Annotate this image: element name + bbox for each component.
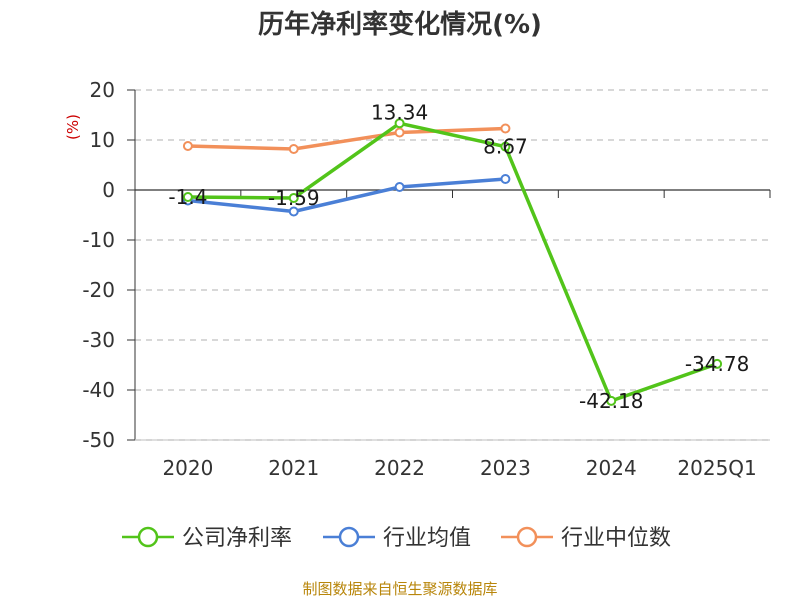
data-label: 8.67 (483, 135, 528, 159)
chart-title: 历年净利率变化情况(%) (258, 10, 542, 40)
data-point (182, 141, 193, 151)
y-tick-label: 20 (90, 78, 115, 102)
series-line (187, 126, 506, 151)
x-tick-label: 2023 (480, 456, 531, 480)
x-tick-label: 2024 (586, 456, 637, 480)
data-point (500, 123, 511, 134)
y-tick-label: -10 (82, 228, 115, 252)
data-point (500, 141, 511, 152)
y-tick-label: -30 (82, 328, 115, 352)
data-point (394, 127, 405, 138)
grid-lines (135, 89, 770, 441)
x-tick-label: 2021 (268, 456, 319, 480)
data-point (288, 192, 299, 203)
data-point (606, 395, 617, 406)
legend-marker-icon (338, 526, 360, 548)
axes: 20 10 0 -10 -20 -30 -40 -50 2020 2021 2022 2023 2024… (64, 78, 771, 480)
y-tick-label: -50 (82, 428, 115, 452)
x-tick-label: 2022 (374, 456, 425, 480)
data-label: -1.4 (168, 185, 207, 209)
legend-label: 行业均值 (383, 526, 471, 551)
source-footer: 制图数据来自恒生聚源数据库 (302, 580, 498, 598)
data-point (288, 144, 299, 154)
y-tick-label: 0 (102, 178, 115, 202)
x-tick-label: 2025Q1 (677, 456, 756, 480)
y-tick-label: -20 (82, 278, 115, 302)
series-line (187, 177, 506, 214)
data-label: 13.34 (371, 100, 428, 124)
legend-marker-icon (516, 526, 538, 548)
data-label: -1.59 (268, 186, 320, 210)
legend-label: 公司净利率 (182, 526, 292, 551)
data-label: -34.78 (685, 352, 749, 376)
data-labels: -1.4 -1.59 13.34 8.67 -42.18 -34.78 (168, 100, 749, 413)
series-lines (182, 118, 723, 406)
data-point (500, 174, 511, 184)
data-label: -42.18 (579, 389, 643, 413)
data-point (288, 206, 299, 217)
data-point (712, 358, 723, 369)
y-tick-label: 10 (90, 128, 115, 152)
data-point (394, 118, 405, 129)
legend-marker-icon (137, 526, 159, 548)
x-tick-label: 2020 (162, 456, 213, 480)
data-point (394, 182, 405, 192)
series-line (187, 121, 718, 403)
legend-label: 行业中位数 (561, 526, 671, 551)
y-tick-label: -40 (82, 378, 115, 402)
legend: 公司净利率 行业均值 行业中位数 (122, 526, 671, 551)
data-point (182, 192, 193, 202)
y-axis-unit-label: (%) (64, 114, 82, 140)
